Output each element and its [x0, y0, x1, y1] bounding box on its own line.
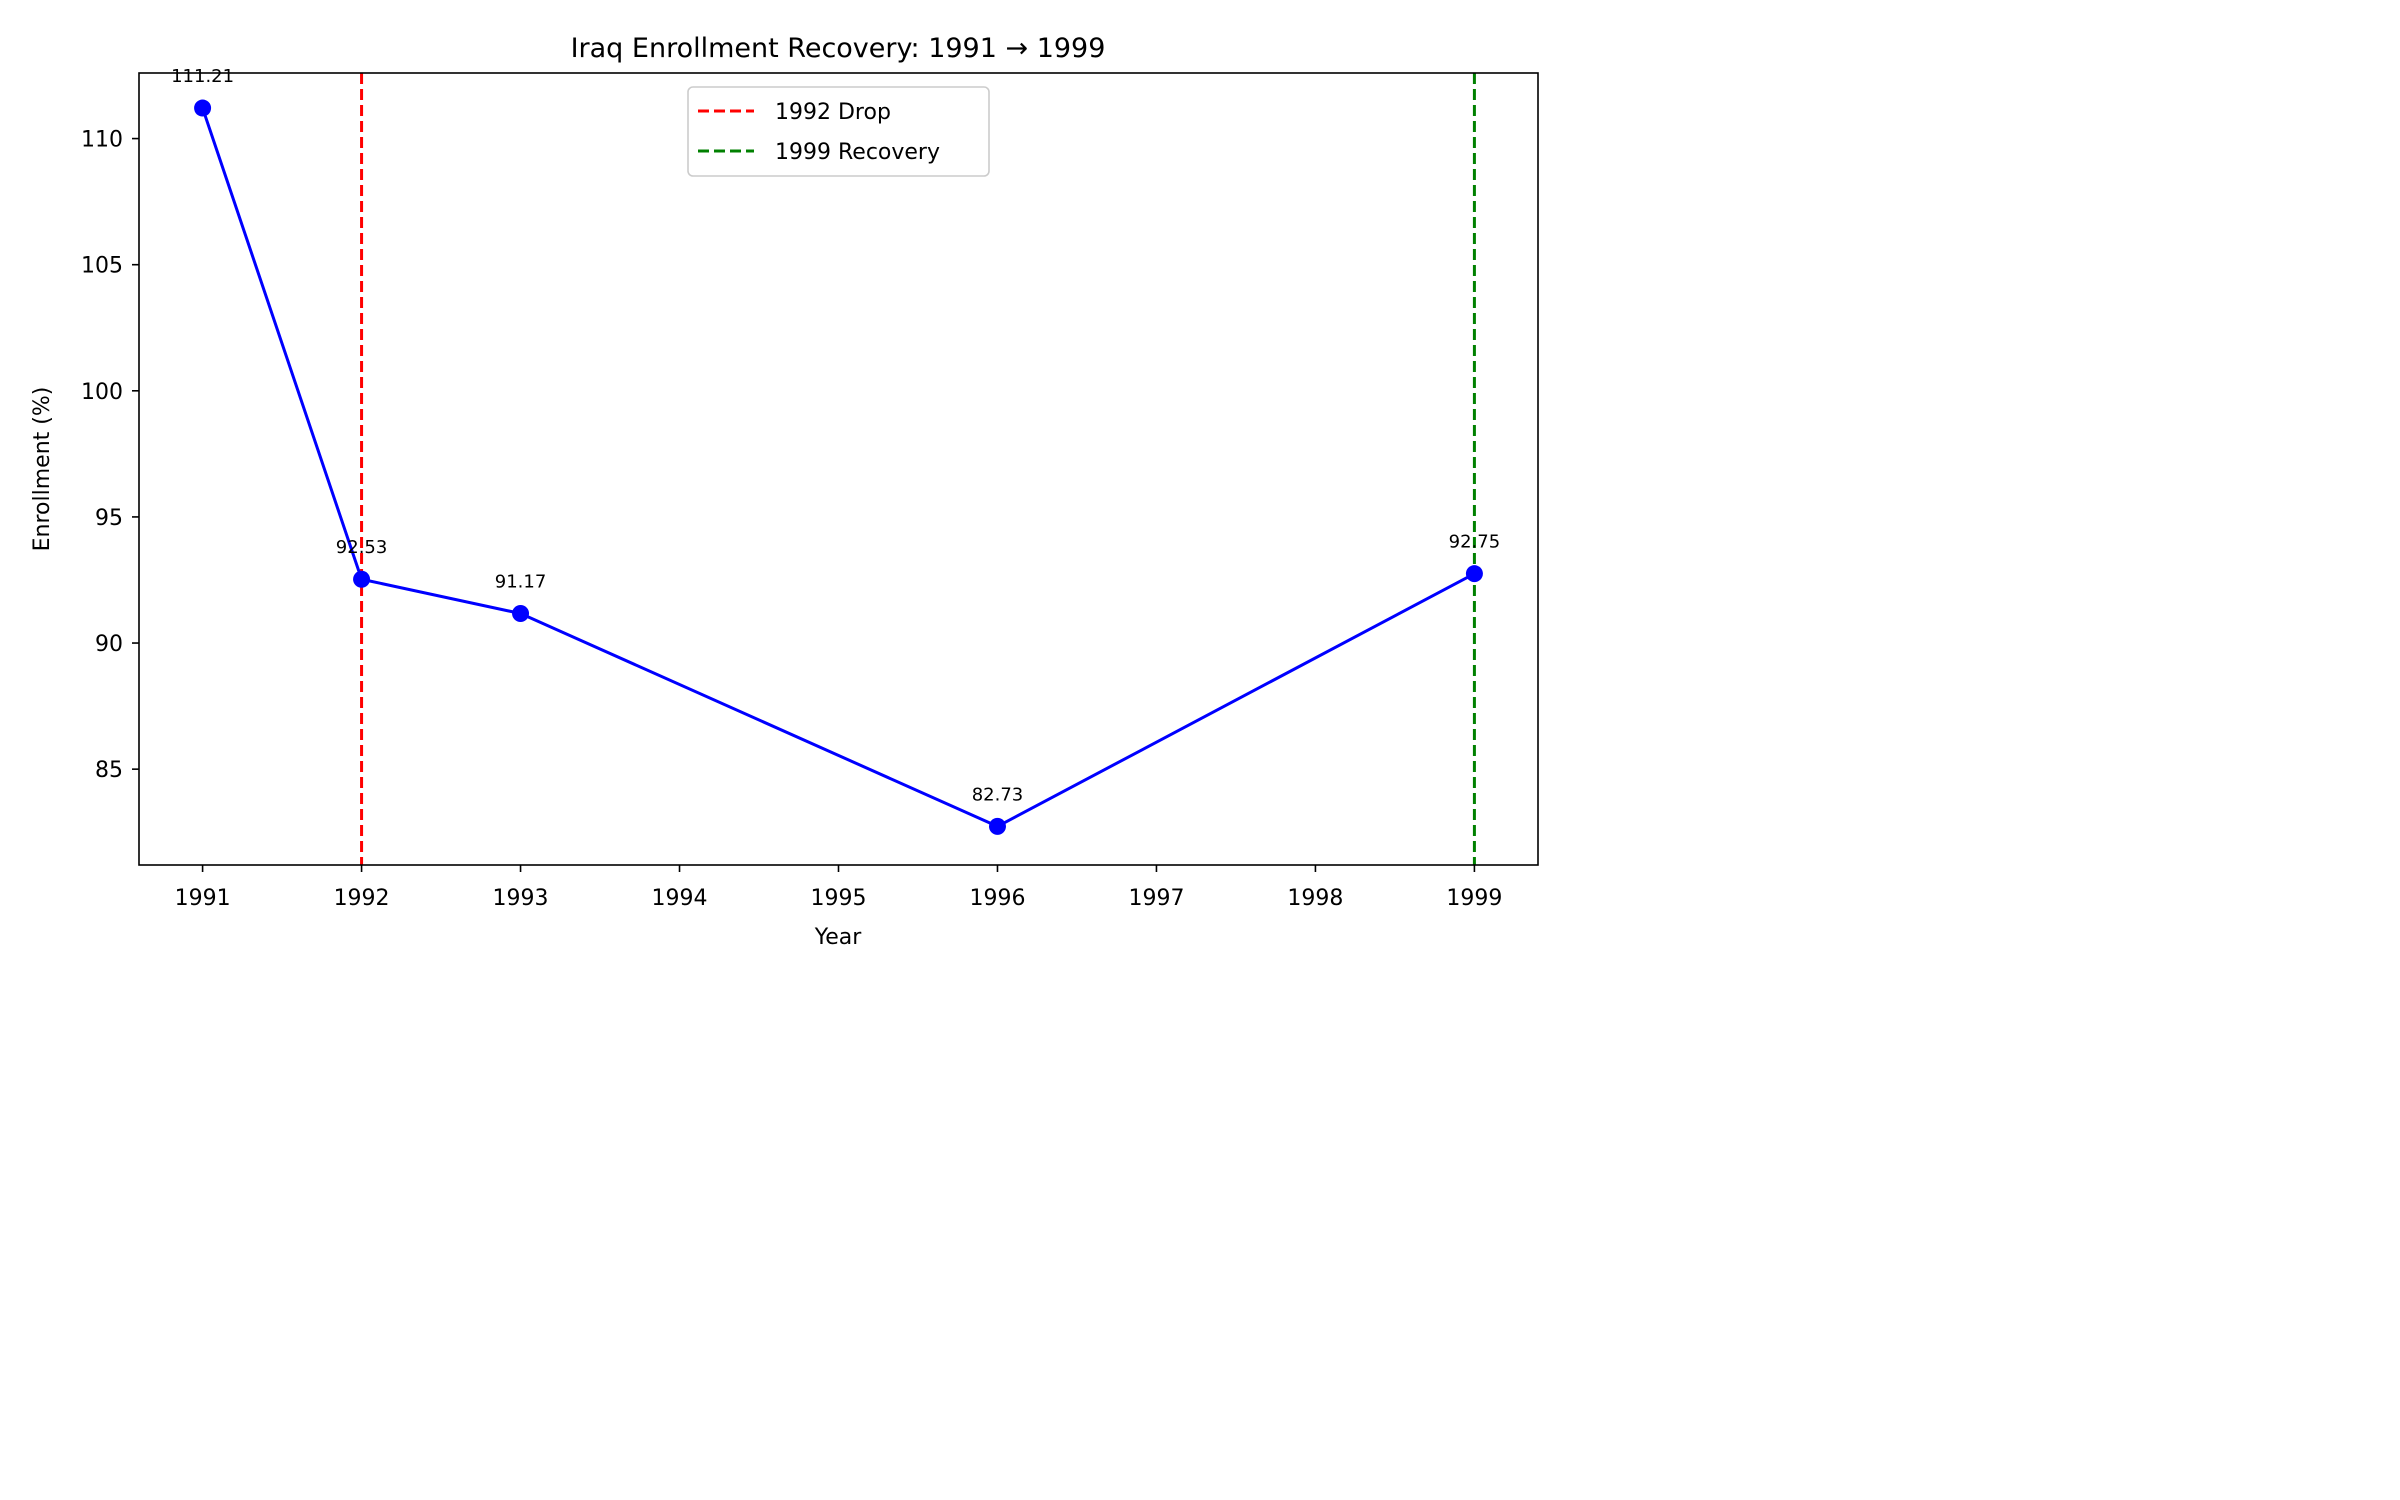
x-tick-label-1994: 1994 — [652, 886, 708, 911]
data-point-1991 — [194, 99, 212, 117]
series-layer: 111.21 92.53 91.17 82.73 92.75 — [171, 66, 1500, 835]
x-tick-label-1998: 1998 — [1287, 886, 1343, 911]
y-axis-label: Enrollment (%) — [30, 387, 55, 552]
legend-label-recovery: 1999 Recovery — [775, 140, 940, 165]
data-point-1992 — [353, 570, 371, 588]
data-point-1996 — [988, 817, 1006, 835]
x-tick-label-1993: 1993 — [493, 886, 549, 911]
x-axis: 1991 1992 1993 1994 1995 1996 1997 1998 1999 — [175, 865, 1502, 911]
chart-container: Iraq Enrollment Recovery: 1991 → 1999 11… — [0, 0, 1568, 980]
line-chart: Iraq Enrollment Recovery: 1991 → 1999 11… — [0, 0, 1568, 980]
legend-box — [687, 86, 990, 177]
data-label-1992: 92.53 — [336, 537, 388, 558]
y-axis: 85 90 95 100 105 110 — [81, 128, 139, 783]
y-tick-label-95: 95 — [95, 506, 123, 531]
y-tick-label-90: 90 — [95, 632, 123, 657]
data-point-1999 — [1465, 565, 1483, 583]
data-label-1993: 91.17 — [495, 572, 547, 593]
reference-lines — [360, 73, 1476, 865]
data-label-1996: 82.73 — [972, 784, 1024, 805]
data-point-1993 — [512, 605, 530, 623]
x-axis-label: Year — [814, 925, 863, 950]
x-tick-label-1992: 1992 — [334, 886, 390, 911]
x-tick-label-1991: 1991 — [175, 886, 231, 911]
data-label-1991: 111.21 — [171, 66, 234, 87]
data-label-1999: 92.75 — [1449, 532, 1501, 553]
y-tick-label-85: 85 — [95, 758, 123, 783]
y-tick-label-100: 100 — [81, 380, 123, 405]
x-tick-label-1996: 1996 — [969, 886, 1025, 911]
y-tick-label-110: 110 — [81, 128, 123, 153]
legend-label-drop: 1992 Drop — [775, 100, 891, 125]
legend: 1992 Drop 1999 Recovery — [687, 86, 990, 177]
x-tick-label-1995: 1995 — [811, 886, 867, 911]
chart-title: Iraq Enrollment Recovery: 1991 → 1999 — [571, 33, 1106, 64]
x-tick-label-1997: 1997 — [1128, 886, 1184, 911]
x-tick-label-1999: 1999 — [1446, 886, 1502, 911]
y-tick-label-105: 105 — [81, 254, 123, 279]
